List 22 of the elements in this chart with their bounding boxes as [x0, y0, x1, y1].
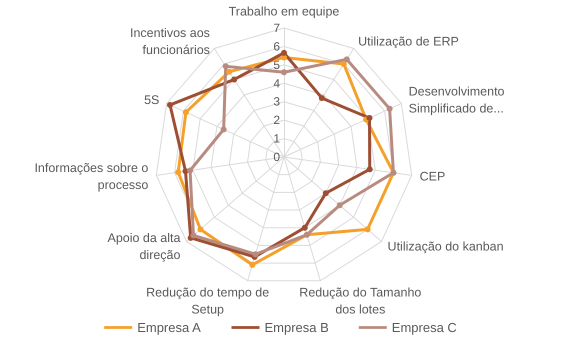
spoke-label: 5S: [144, 93, 160, 108]
y-tick-label: 7: [273, 21, 280, 35]
spoke-label: Trabalho em equipe: [228, 4, 340, 18]
y-tick-label: 0: [273, 150, 280, 164]
y-tick-label: 5: [273, 58, 280, 72]
spoke-label: Redução do tempo de Setup: [146, 285, 270, 316]
spoke-label: Redução do Tamanho dos lotes: [299, 285, 422, 316]
y-tick-label: 2: [273, 113, 280, 128]
spoke-label: Apoio da alta direção: [107, 231, 181, 262]
legend-label: Empresa A: [137, 320, 202, 335]
spoke-label: Incentivos aos funcionários: [130, 26, 210, 58]
y-tick-label: 3: [273, 94, 280, 109]
y-tick-label: 6: [273, 39, 280, 54]
spoke-label: CEP: [420, 169, 446, 184]
spoke-label: Utilização do kanban: [388, 240, 504, 254]
legend-label: Empresa C: [392, 320, 457, 335]
spoke-label: Utilização de ERP: [358, 34, 459, 49]
legend-label: Empresa B: [264, 320, 329, 335]
y-tick-label: 4: [273, 76, 280, 90]
spoke-label: Informações sobre o processo: [34, 160, 148, 192]
y-tick-label: 1: [273, 132, 280, 146]
spoke-label: Desenvolvimento Simplificado de...: [408, 84, 505, 116]
